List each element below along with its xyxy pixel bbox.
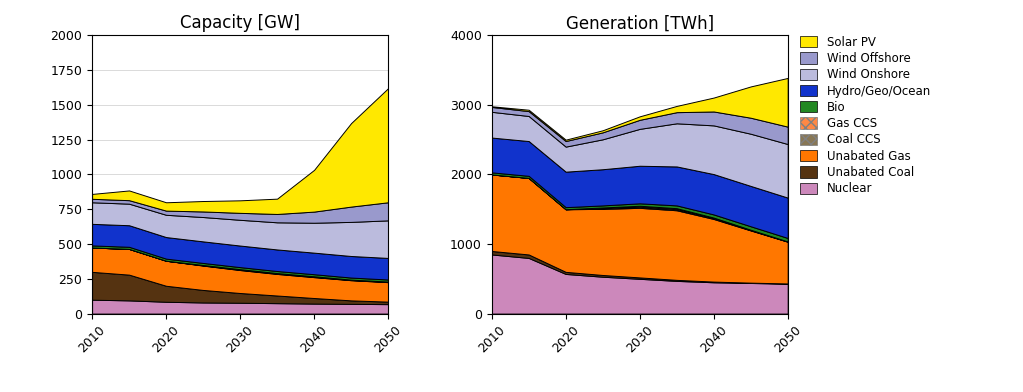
Title: Generation [TWh]: Generation [TWh] bbox=[566, 15, 714, 32]
Title: Capacity [GW]: Capacity [GW] bbox=[180, 15, 300, 32]
Legend: Solar PV, Wind Offshore, Wind Onshore, Hydro/Geo/Ocean, Bio, Gas CCS, Coal CCS, : Solar PV, Wind Offshore, Wind Onshore, H… bbox=[800, 36, 931, 195]
